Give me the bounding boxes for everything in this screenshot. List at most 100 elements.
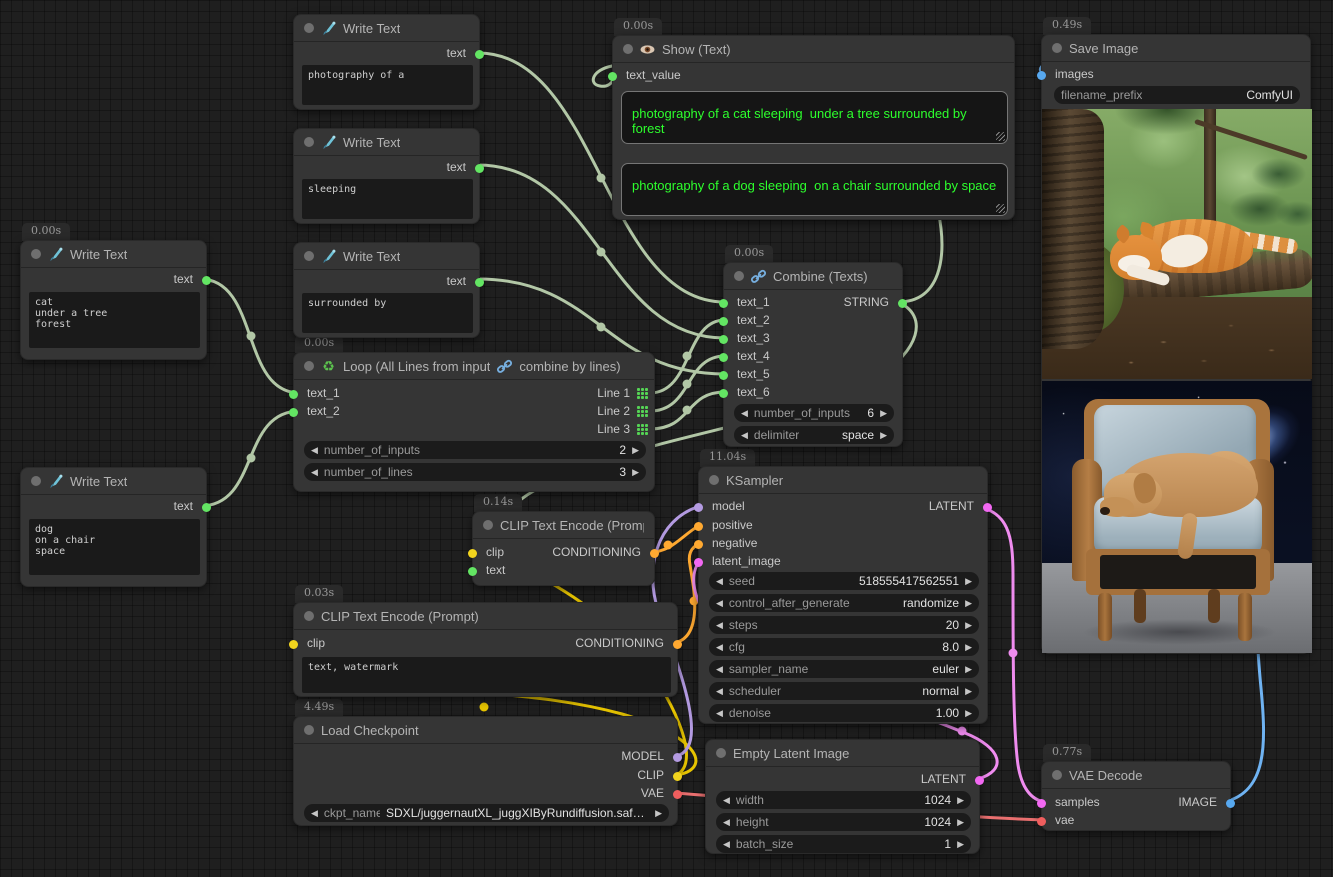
widget-value[interactable]: 6	[867, 406, 875, 420]
node-header[interactable]: VAE Decode	[1042, 762, 1230, 789]
increment-arrow[interactable]: ▶	[880, 408, 887, 418]
decrement-arrow[interactable]: ◀	[716, 576, 723, 586]
width-widget[interactable]: ◀ width 1024 ▶	[716, 791, 971, 809]
output-slot-text[interactable]	[202, 502, 211, 512]
node-clip-encode-negative[interactable]: CLIP Text Encode (Prompt) clip CONDITIONIN…	[289, 602, 682, 697]
batch_size-widget[interactable]: ◀ batch_size 1 ▶	[716, 835, 971, 853]
output-slot-text[interactable]	[475, 277, 484, 287]
collapse-dot[interactable]	[304, 725, 314, 735]
output-slot-CLIP[interactable]	[673, 771, 682, 781]
filename_prefix-widget[interactable]: filename_prefix ComfyUI	[1054, 86, 1300, 104]
input-slot-text_value[interactable]	[608, 71, 617, 81]
input-slot-text_2[interactable]	[719, 316, 728, 326]
input-slot-text_4[interactable]	[719, 352, 728, 362]
scheduler-widget[interactable]: ◀ scheduler normal ▶	[709, 682, 979, 700]
input-slot-text_5[interactable]	[719, 370, 728, 380]
reroute-dot[interactable]	[479, 702, 489, 712]
output-slot-text[interactable]	[475, 163, 484, 173]
widget-value[interactable]: space	[842, 428, 875, 442]
widget-value[interactable]: 2	[619, 443, 627, 457]
output-slot-LATENT[interactable]	[975, 775, 984, 785]
decrement-arrow[interactable]: ◀	[716, 708, 723, 718]
node-combine-texts[interactable]: Combine (Texts) text_1 text_2 text_3 text_4 t…	[719, 262, 907, 447]
node-header[interactable]: Load Checkpoint	[294, 717, 677, 744]
node-write-text-sleeping[interactable]: Write Text text sleeping	[293, 128, 484, 224]
output-slot-IMAGE[interactable]	[1226, 798, 1235, 808]
increment-arrow[interactable]: ▶	[965, 686, 972, 696]
collapse-dot[interactable]	[716, 748, 726, 758]
input-slot-vae[interactable]	[1037, 816, 1046, 826]
collapse-dot[interactable]	[304, 23, 314, 33]
input-slot-clip[interactable]	[289, 639, 298, 649]
input-slot-images[interactable]	[1037, 70, 1046, 80]
widget-value[interactable]: euler	[932, 662, 960, 676]
node-write-text-dog[interactable]: Write Text text dog on a chair space	[20, 467, 211, 587]
text-area[interactable]: surrounded by	[302, 293, 473, 333]
denoise-widget[interactable]: ◀ denoise 1.00 ▶	[709, 704, 979, 722]
node-load-checkpoint[interactable]: Load Checkpoint MODEL CLIP VAE ◀ ckpt_name SDX…	[293, 716, 682, 826]
decrement-arrow[interactable]: ◀	[723, 817, 730, 827]
grid-slot-icon[interactable]	[637, 424, 648, 435]
reroute-dot[interactable]	[682, 351, 692, 361]
decrement-arrow[interactable]: ◀	[311, 467, 318, 477]
collapse-dot[interactable]	[734, 271, 744, 281]
input-slot-text_3[interactable]	[719, 334, 728, 344]
increment-arrow[interactable]: ▶	[957, 817, 964, 827]
output-slot-CONDITIONING[interactable]	[673, 639, 682, 649]
number_of_inputs-widget[interactable]: ◀ number_of_inputs 6 ▶	[734, 404, 894, 422]
node-header[interactable]: Write Text	[294, 15, 479, 42]
reroute-dot[interactable]	[1008, 648, 1018, 658]
decrement-arrow[interactable]: ◀	[716, 620, 723, 630]
increment-arrow[interactable]: ▶	[965, 598, 972, 608]
reroute-dot[interactable]	[682, 379, 692, 389]
collapse-dot[interactable]	[1052, 43, 1062, 53]
increment-arrow[interactable]: ▶	[965, 708, 972, 718]
input-slot-clip[interactable]	[468, 548, 477, 558]
widget-value[interactable]: 518555417562551	[858, 574, 960, 588]
increment-arrow[interactable]: ▶	[632, 445, 639, 455]
node-header[interactable]: CLIP Text Encode (Prompt)	[473, 512, 654, 539]
increment-arrow[interactable]: ▶	[965, 576, 972, 586]
node-header[interactable]: Empty Latent Image	[706, 740, 979, 767]
collapse-dot[interactable]	[304, 611, 314, 621]
input-slot-model[interactable]	[694, 502, 703, 512]
node-header[interactable]: ♻ Loop (All Lines from input combine by li…	[294, 353, 654, 380]
node-show-text[interactable]: Show (Text) text_value photography of a ca…	[608, 35, 1015, 220]
reroute-dot[interactable]	[663, 540, 673, 550]
decrement-arrow[interactable]: ◀	[723, 839, 730, 849]
node-header[interactable]: Write Text	[21, 241, 206, 268]
control_after_generate-widget[interactable]: ◀ control_after_generate randomize ▶	[709, 594, 979, 612]
widget-value[interactable]: 1.00	[935, 706, 960, 720]
widget-value[interactable]: 1	[944, 837, 952, 851]
height-widget[interactable]: ◀ height 1024 ▶	[716, 813, 971, 831]
output-slot-text[interactable]	[202, 275, 211, 285]
text-area[interactable]: photography of a cat sleeping under a tr…	[621, 91, 1008, 144]
widget-value[interactable]: 1024	[924, 815, 952, 829]
increment-arrow[interactable]: ▶	[965, 664, 972, 674]
grid-slot-icon[interactable]	[637, 406, 648, 417]
output-slot-VAE[interactable]	[673, 789, 682, 799]
widget-value[interactable]: SDXL/juggernautXL_juggXIByRundiffusion.s…	[386, 806, 650, 820]
collapse-dot[interactable]	[304, 137, 314, 147]
collapse-dot[interactable]	[623, 44, 633, 54]
widget-value[interactable]: 1024	[924, 793, 952, 807]
collapse-dot[interactable]	[304, 251, 314, 261]
input-slot-text[interactable]	[468, 566, 477, 576]
resize-grip[interactable]	[996, 132, 1005, 141]
increment-arrow[interactable]: ▶	[965, 620, 972, 630]
steps-widget[interactable]: ◀ steps 20 ▶	[709, 616, 979, 634]
node-loop-lines[interactable]: ♻ Loop (All Lines from input combine by li…	[289, 352, 655, 492]
increment-arrow[interactable]: ▶	[632, 467, 639, 477]
output-slot-text[interactable]	[475, 49, 484, 59]
decrement-arrow[interactable]: ◀	[716, 598, 723, 608]
number_of_inputs-widget[interactable]: ◀ number_of_inputs 2 ▶	[304, 441, 646, 459]
input-slot-text_2[interactable]	[289, 407, 298, 417]
cfg-widget[interactable]: ◀ cfg 8.0 ▶	[709, 638, 979, 656]
decrement-arrow[interactable]: ◀	[716, 664, 723, 674]
decrement-arrow[interactable]: ◀	[723, 795, 730, 805]
input-slot-text_1[interactable]	[289, 389, 298, 399]
reroute-dot[interactable]	[596, 322, 606, 332]
decrement-arrow[interactable]: ◀	[311, 808, 318, 818]
delimiter-widget[interactable]: ◀ delimiter space ▶	[734, 426, 894, 444]
reroute-dot[interactable]	[246, 331, 256, 341]
